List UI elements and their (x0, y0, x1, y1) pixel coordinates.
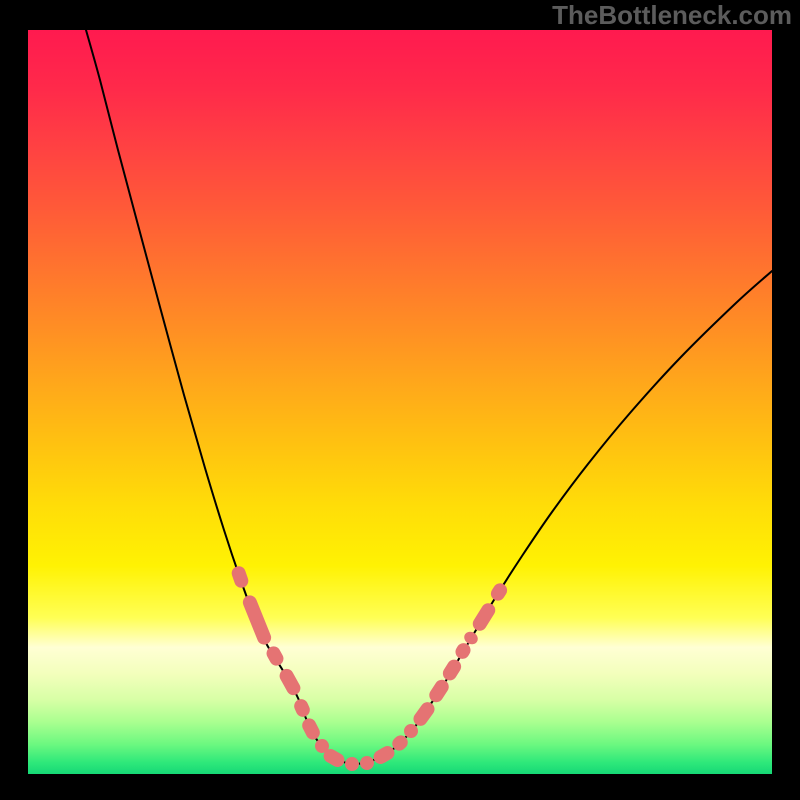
bottleneck-chart: TheBottleneck.com (0, 0, 800, 800)
watermark-label: TheBottleneck.com (552, 0, 792, 30)
gradient-background (28, 30, 772, 774)
plot-area (28, 30, 772, 774)
